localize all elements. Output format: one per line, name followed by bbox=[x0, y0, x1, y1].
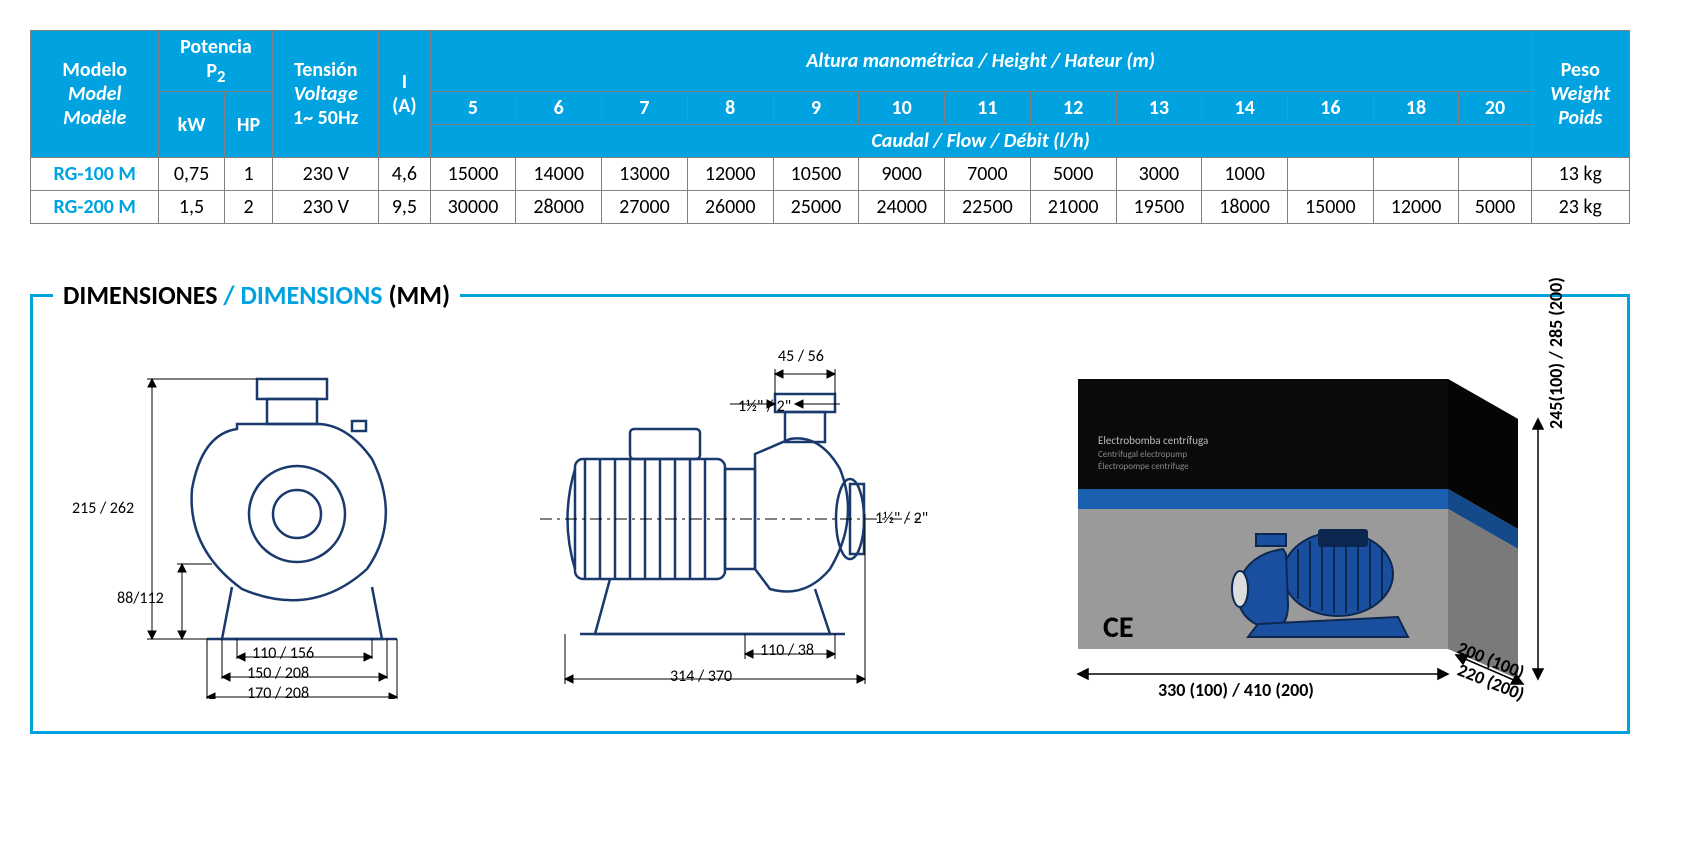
svg-text:Centrifugal electropump: Centrifugal electropump bbox=[1098, 449, 1187, 460]
col-weight: Peso Weight Poids bbox=[1531, 31, 1629, 158]
dimensions-section: DIMENSIONES / DIMENSIONS (MM) bbox=[30, 294, 1630, 734]
side-view-diagram: 45 / 56 1½" / 2" 1½" / 2" 110 / 38 314 /… bbox=[520, 339, 940, 699]
spec-table: Modelo Model Modèle Potencia P2 Tensión … bbox=[30, 30, 1630, 224]
table-row: RG-200 M 1,5 2 230 V 9,5 30000 28000 270… bbox=[31, 191, 1630, 224]
package-diagram: Electrobomba centrífuga Centrifugal elec… bbox=[1018, 329, 1578, 709]
section-title: DIMENSIONES / DIMENSIONS (MM) bbox=[53, 279, 460, 311]
col-current: I (A) bbox=[379, 31, 431, 158]
dim-label: 1½" / 2" bbox=[875, 509, 928, 528]
box-text: Electrobomba centrífuga bbox=[1098, 434, 1208, 447]
model-name: RG-100 M bbox=[31, 158, 159, 191]
dim-label: 245(100) / 285 (200) bbox=[1545, 277, 1567, 429]
dim-label: 110 / 156 bbox=[252, 644, 314, 663]
dim-label: 45 / 56 bbox=[778, 347, 824, 366]
col-flow-header: Caudal / Flow / Débit (l/h) bbox=[430, 125, 1531, 158]
dim-label: 110 / 38 bbox=[760, 641, 814, 660]
ce-mark: CE bbox=[1103, 609, 1134, 646]
dim-label: 330 (100) / 410 (200) bbox=[1158, 679, 1314, 701]
height-values-row: kW HP 5 6 7 8 9 10 11 12 13 14 16 18 20 bbox=[31, 92, 1630, 125]
table-row: RG-100 M 0,75 1 230 V 4,6 15000 14000 13… bbox=[31, 158, 1630, 191]
dim-label: 150 / 208 bbox=[247, 664, 309, 683]
col-height-header: Altura manométrica / Height / Hateur (m) bbox=[430, 31, 1531, 92]
model-name: RG-200 M bbox=[31, 191, 159, 224]
front-view-diagram: 215 / 262 88/112 110 / 156 150 / 208 170… bbox=[82, 339, 442, 699]
col-power: Potencia P2 bbox=[159, 31, 273, 92]
svg-text:Électropompe centrifuge: Électropompe centrifuge bbox=[1098, 461, 1189, 472]
dim-label: 88/112 bbox=[117, 589, 164, 608]
dim-label: 215 / 262 bbox=[72, 499, 134, 518]
col-model: Modelo Model Modèle bbox=[31, 31, 159, 158]
dim-label: 170 / 208 bbox=[247, 684, 309, 703]
dim-label: 314 / 370 bbox=[670, 667, 732, 686]
col-voltage: Tensión Voltage 1~ 50Hz bbox=[273, 31, 379, 158]
